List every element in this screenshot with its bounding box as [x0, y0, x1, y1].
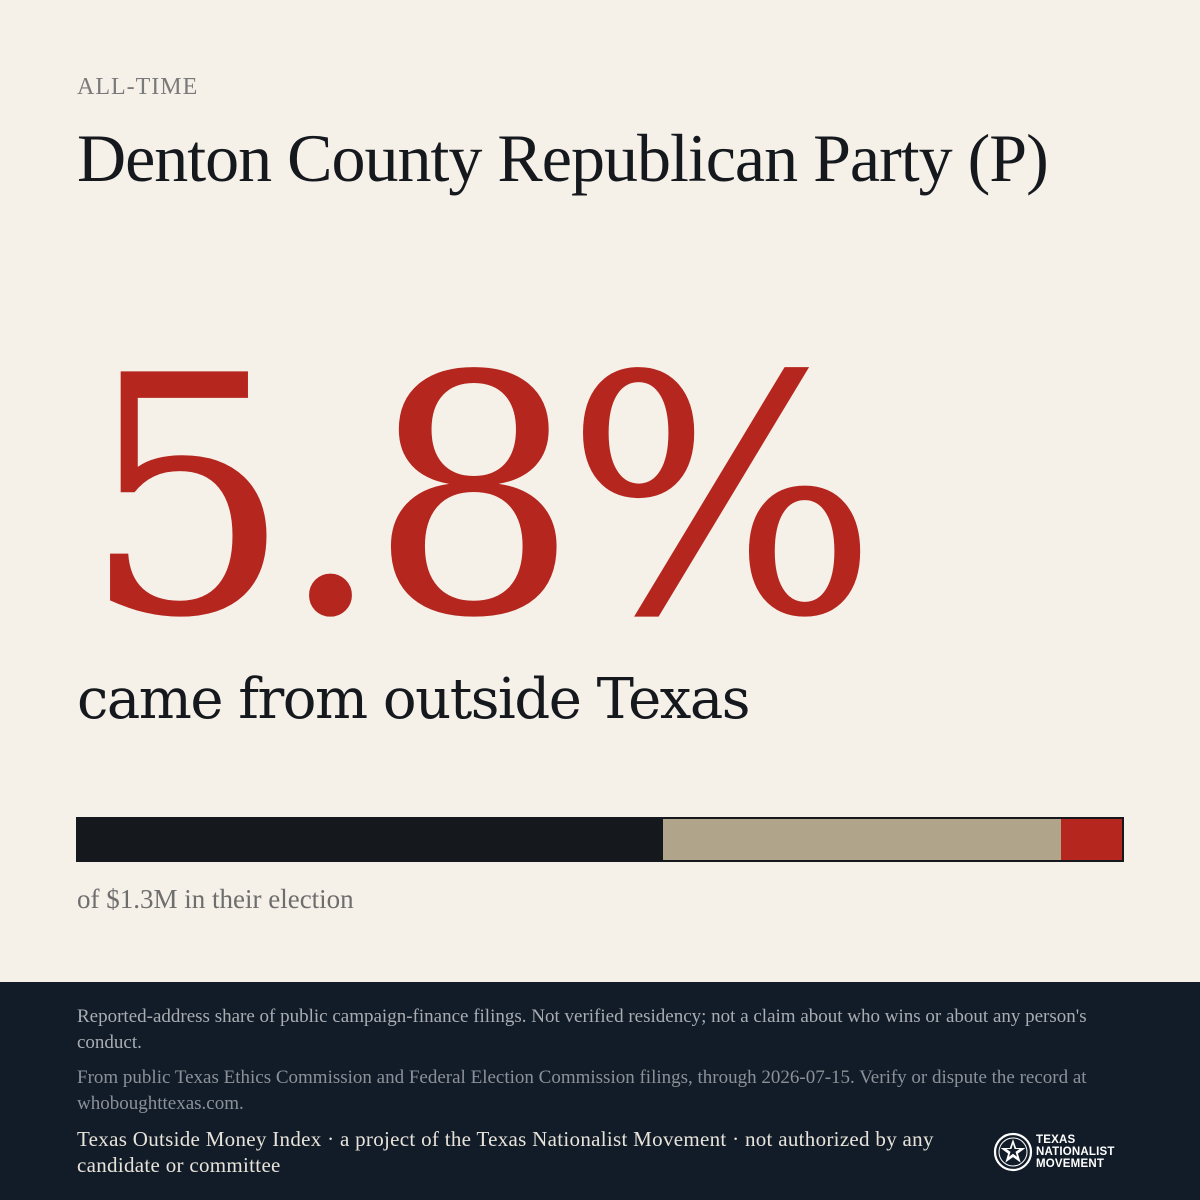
- committee-title: Denton County Republican Party (P): [77, 120, 1049, 196]
- period-label: ALL-TIME: [77, 74, 199, 100]
- bar-segment-dark: [78, 819, 663, 860]
- tnm-logo-wordmark: TEXAS NATIONALIST MOVEMENT: [1036, 1134, 1115, 1170]
- bar-segment-tan: [662, 819, 1062, 860]
- logo-line-2: NATIONALIST: [1036, 1146, 1115, 1158]
- footer-source: From public Texas Ethics Commission and …: [77, 1067, 1087, 1114]
- footer-disclaimer: Reported-address share of public campaig…: [77, 1006, 1087, 1053]
- footer-credit: Texas Outside Money Index · a project of…: [77, 1127, 934, 1177]
- star-seal-icon: [993, 1132, 1033, 1172]
- bar-segment-outside-texas: [1061, 819, 1122, 860]
- logo-line-3: MOVEMENT: [1036, 1158, 1105, 1170]
- outside-share-percent: 5.8%: [82, 306, 878, 690]
- outside-share-subline: came from outside Texas: [77, 667, 750, 732]
- tnm-logo: TEXAS NATIONALIST MOVEMENT: [993, 1130, 1133, 1174]
- money-share-bar: [76, 817, 1124, 862]
- bar-caption: of $1.3M in their election: [77, 884, 354, 914]
- logo-line-1: TEXAS: [1036, 1134, 1076, 1146]
